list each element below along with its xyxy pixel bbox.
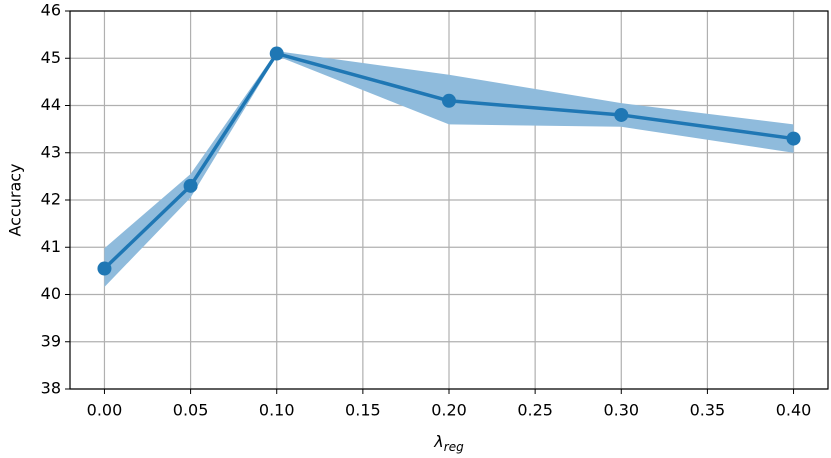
x-tick-label: 0.05	[173, 401, 209, 420]
x-axis-label-main: λ	[433, 432, 443, 451]
x-tick-label: 0.40	[776, 401, 812, 420]
x-tick-label: 0.35	[690, 401, 726, 420]
point	[786, 131, 801, 146]
y-tick-label: 42	[41, 190, 61, 209]
x-axis-label-subscript: reg	[444, 440, 464, 454]
x-axis-label: λreg	[433, 432, 464, 454]
line	[103, 51, 794, 270]
x-tick-label: 0.15	[345, 401, 381, 420]
point	[442, 93, 456, 108]
point	[183, 178, 198, 193]
y-tick-label: 45	[41, 48, 61, 67]
y-tick-label: 43	[41, 142, 61, 161]
point	[614, 107, 629, 122]
x-tick-label: 0.00	[87, 401, 123, 420]
y-tick-label: 40	[41, 284, 61, 303]
x-tick-label: 0.20	[431, 401, 467, 420]
x-tick-label: 0.30	[603, 401, 639, 420]
y-tick-label: 46	[41, 1, 61, 20]
y-tick-label: 41	[41, 237, 61, 256]
point	[97, 261, 112, 276]
plot-frame	[69, 10, 829, 390]
y-tick-label: 38	[41, 379, 61, 398]
x-tick-label: 0.10	[259, 401, 295, 420]
point	[269, 46, 284, 61]
y-tick-label: 44	[41, 95, 61, 114]
y-tick-label: 39	[41, 331, 61, 350]
x-tick-label: 0.25	[517, 401, 553, 420]
y-axis-label: Accuracy	[6, 163, 25, 236]
